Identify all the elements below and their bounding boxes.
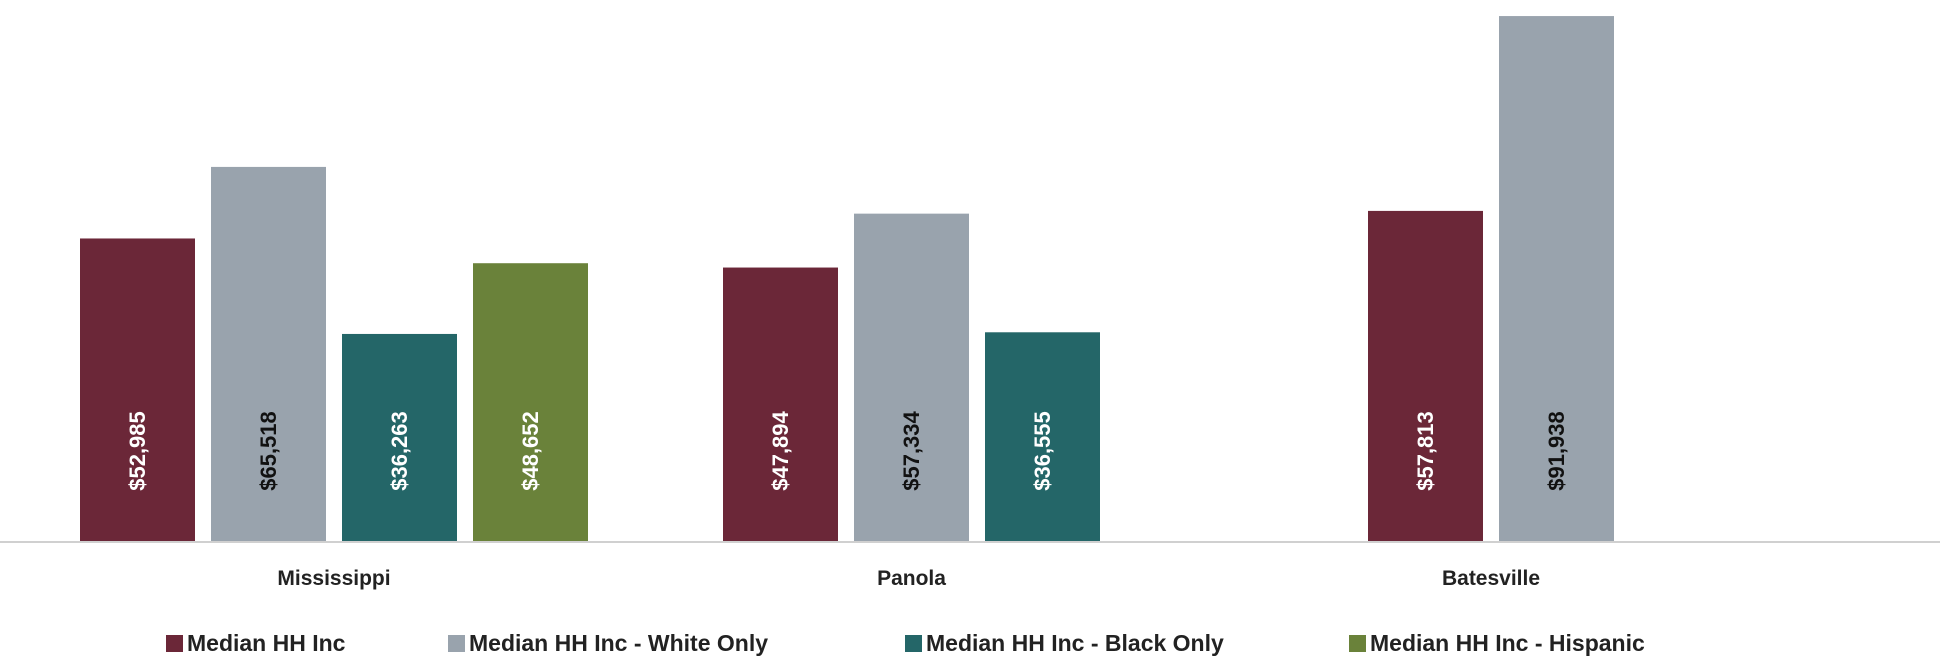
legend-swatch bbox=[448, 634, 465, 652]
data-label-mississippi-series-1: $52,985 bbox=[125, 411, 150, 491]
category-labels: Mississippi Panola Batesville bbox=[277, 567, 1540, 590]
legend-swatch bbox=[905, 634, 922, 652]
legend-label: Median HH Inc bbox=[187, 629, 346, 656]
bars-group: $52,985 $65,518 $36,263 $48,652 $47,894 $57,3… bbox=[80, 16, 1614, 542]
bar-mississippi-series-3 bbox=[342, 333, 457, 541]
bar-panola-series-1 bbox=[723, 267, 838, 541]
legend-item-series-4: Median HH Inc - Hispanic bbox=[1349, 626, 1645, 660]
data-label-batesville-series-2: $91,938 bbox=[1544, 411, 1569, 491]
bar-chart: $52,985 $65,518 $36,263 $48,652 $47,894 $57,3… bbox=[0, 16, 1940, 590]
category-label-batesville: Batesville bbox=[1442, 567, 1540, 590]
bar-batesville-series-1 bbox=[1368, 210, 1483, 541]
data-label-panola-series-1: $47,894 bbox=[768, 410, 793, 490]
legend-label: Median HH Inc - White Only bbox=[469, 629, 769, 656]
legend-label: Median HH Inc - Hispanic bbox=[1370, 629, 1645, 656]
legend-item-series-2: Median HH Inc - White Only bbox=[448, 626, 768, 660]
category-label-panola: Panola bbox=[877, 567, 946, 590]
category-label-mississippi: Mississippi bbox=[277, 567, 390, 590]
bar-panola-series-3 bbox=[985, 332, 1100, 541]
data-label-mississippi-series-4: $48,652 bbox=[518, 411, 543, 491]
legend-item-series-1: Median HH Inc bbox=[166, 626, 345, 660]
legend-label: Median HH Inc - Black Only bbox=[926, 629, 1224, 656]
legend: Median HH Inc Median HH Inc - White Only M… bbox=[0, 626, 1940, 660]
bar-panola-series-2 bbox=[854, 213, 969, 541]
bar-mississippi-series-2 bbox=[211, 166, 326, 541]
data-label-panola-series-3: $36,555 bbox=[1030, 411, 1055, 491]
data-label-mississippi-series-2: $65,518 bbox=[256, 411, 281, 491]
data-label-batesville-series-1: $57,813 bbox=[1413, 411, 1438, 491]
bar-mississippi-series-4 bbox=[473, 263, 588, 541]
legend-item-series-3: Median HH Inc - Black Only bbox=[905, 626, 1224, 660]
legend-swatch bbox=[166, 634, 183, 652]
bar-batesville-series-2 bbox=[1499, 16, 1614, 542]
data-label-mississippi-series-3: $36,263 bbox=[387, 411, 412, 491]
bar-mississippi-series-1 bbox=[80, 238, 195, 541]
data-label-panola-series-2: $57,334 bbox=[899, 410, 924, 490]
legend-swatch bbox=[1349, 634, 1366, 652]
